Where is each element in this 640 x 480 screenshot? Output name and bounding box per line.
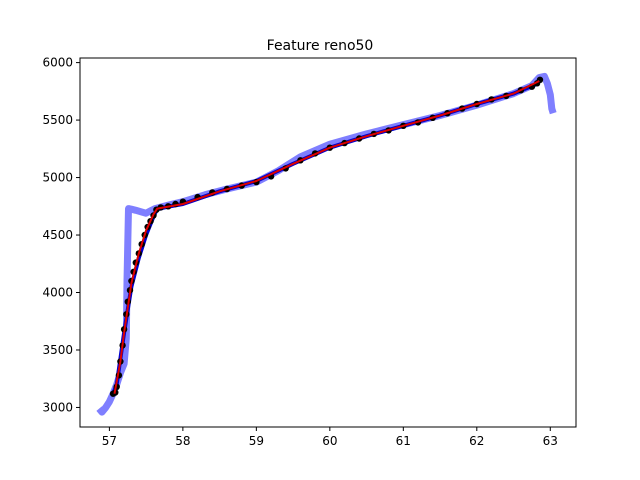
x-tick-label: 63	[543, 434, 558, 448]
y-tick-label: 4000	[42, 286, 73, 300]
x-tick-label: 58	[175, 434, 190, 448]
y-tick-label: 5000	[42, 171, 73, 185]
y-tick-label: 5500	[42, 113, 73, 127]
red-fit-line	[113, 80, 540, 394]
x-tick-label: 57	[102, 434, 117, 448]
x-tick-label: 62	[469, 434, 484, 448]
y-tick-label: 6000	[42, 56, 73, 70]
y-tick-label: 4500	[42, 228, 73, 242]
y-tick-label: 3500	[42, 343, 73, 357]
plot-area	[96, 72, 557, 416]
x-tick-label: 60	[322, 434, 337, 448]
x-tick-label: 61	[396, 434, 411, 448]
plot-frame	[79, 57, 577, 428]
x-tick-label: 59	[249, 434, 264, 448]
axes: 57 58 59 60 61 62 63 3000 3500 4000 4500 5000 5500 60…	[42, 56, 577, 448]
plot-series	[96, 72, 557, 416]
y-tick-label: 3000	[42, 400, 73, 414]
chart-title: Feature reno50	[267, 38, 374, 54]
